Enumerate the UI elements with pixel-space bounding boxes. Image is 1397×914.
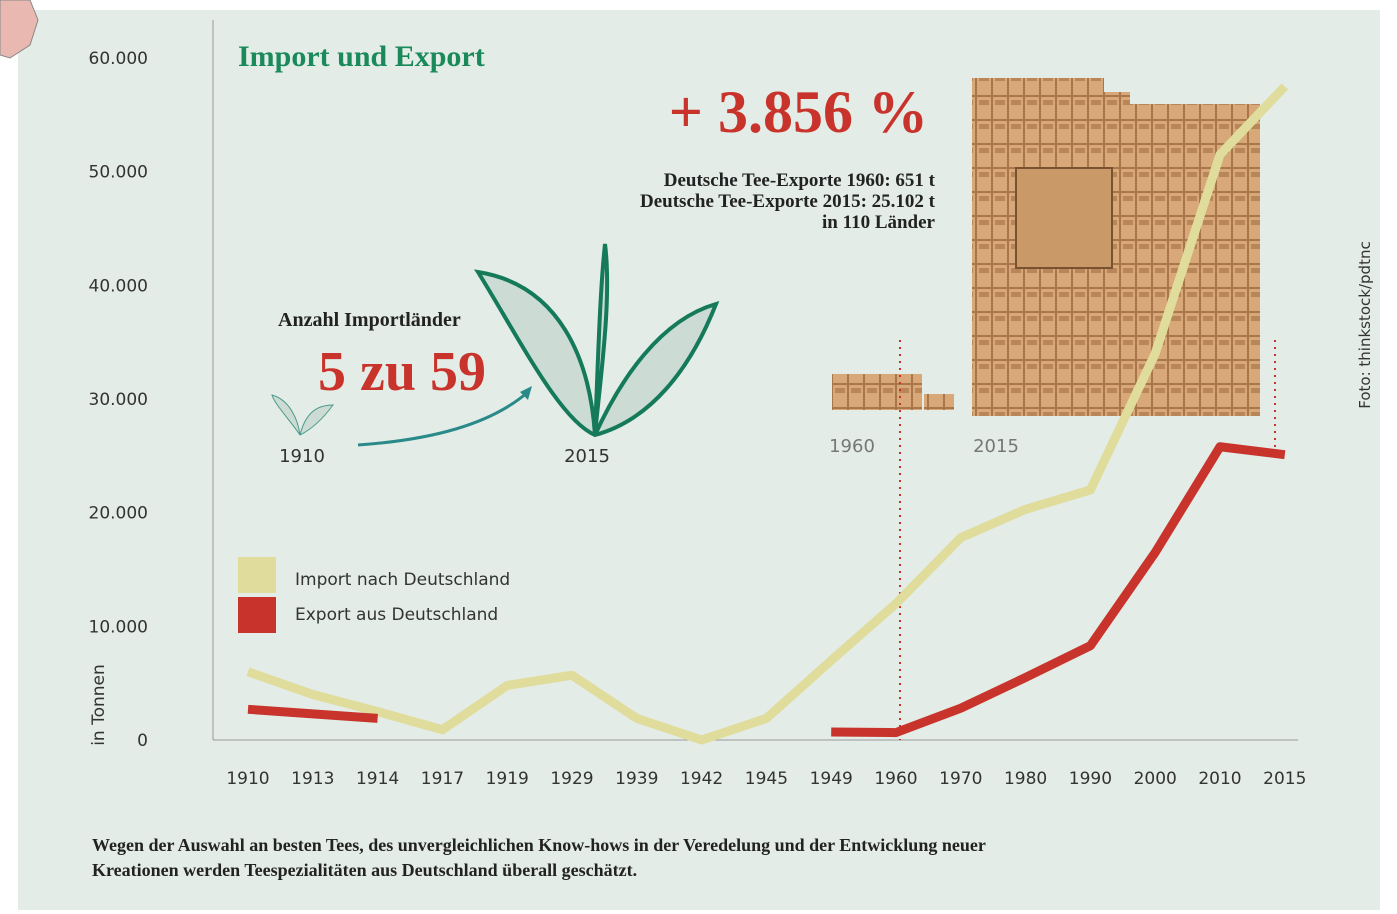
x-tick-label: 1970 bbox=[939, 769, 982, 789]
box-stack-small bbox=[832, 374, 922, 410]
annotation: 1960 bbox=[829, 436, 875, 457]
photo-credit: Foto: thinkstock/pdtnc bbox=[1356, 241, 1374, 408]
x-tick-label: 1942 bbox=[680, 769, 723, 789]
x-tick-label: 2015 bbox=[1263, 769, 1306, 789]
x-tick-label: 2010 bbox=[1198, 769, 1241, 789]
x-tick-label: 1917 bbox=[421, 769, 464, 789]
x-tick-label: 1960 bbox=[874, 769, 917, 789]
x-tick-label: 1919 bbox=[486, 769, 529, 789]
x-tick-label: 1949 bbox=[810, 769, 853, 789]
y-tick-label: 20.000 bbox=[89, 504, 148, 524]
y-axis-label: in Tonnen bbox=[89, 664, 109, 746]
corner-decor bbox=[0, 0, 39, 59]
annotation: 1910 bbox=[279, 446, 325, 467]
annotation: Anzahl Importländer bbox=[278, 309, 461, 331]
x-tick-label: 1929 bbox=[550, 769, 593, 789]
chart-title: Import und Export bbox=[238, 40, 485, 73]
y-tick-label: 60.000 bbox=[89, 49, 148, 69]
x-tick-label: 1913 bbox=[291, 769, 334, 789]
x-tick-label: 1939 bbox=[615, 769, 658, 789]
y-tick-label: 0 bbox=[137, 731, 148, 751]
y-tick-label: 30.000 bbox=[89, 390, 148, 410]
y-tick-label: 50.000 bbox=[89, 163, 148, 183]
legend-swatch bbox=[238, 597, 276, 633]
box-stack-small bbox=[924, 394, 954, 410]
big-box bbox=[1015, 167, 1113, 269]
y-tick-label: 10.000 bbox=[89, 617, 148, 637]
y-tick-label: 40.000 bbox=[89, 276, 148, 296]
leaf-small bbox=[271, 394, 334, 436]
x-tick-label: 2000 bbox=[1134, 769, 1177, 789]
import-countries: 5 zu 59 bbox=[318, 341, 486, 403]
x-tick-label: 1990 bbox=[1069, 769, 1112, 789]
arrow-head bbox=[520, 386, 532, 400]
x-tick-label: 1914 bbox=[356, 769, 399, 789]
annotation: Deutsche Tee-Exporte 1960: 651 t bbox=[664, 170, 936, 191]
annotation: 2015 bbox=[973, 436, 1019, 457]
leaf-large bbox=[474, 243, 720, 438]
annotation: Deutsche Tee-Exporte 2015: 25.102 t bbox=[640, 191, 936, 212]
annotation: in 110 Länder bbox=[822, 212, 936, 233]
legend-swatch bbox=[238, 557, 276, 593]
growth-annotation: + 3.856 % bbox=[669, 79, 928, 145]
caption: Kreationen werden Teespezialitäten aus D… bbox=[92, 860, 637, 880]
legend-label: Import nach Deutschland bbox=[295, 570, 510, 590]
x-tick-label: 1910 bbox=[226, 769, 269, 789]
annotation: 2015 bbox=[564, 446, 610, 467]
caption: Wegen der Auswahl an besten Tees, des un… bbox=[92, 835, 986, 855]
x-tick-label: 1945 bbox=[745, 769, 788, 789]
x-tick-label: 1980 bbox=[1004, 769, 1047, 789]
series-line bbox=[247, 442, 1286, 738]
arrow bbox=[357, 390, 529, 447]
legend-label: Export aus Deutschland bbox=[295, 605, 498, 625]
series-line bbox=[246, 83, 1289, 745]
